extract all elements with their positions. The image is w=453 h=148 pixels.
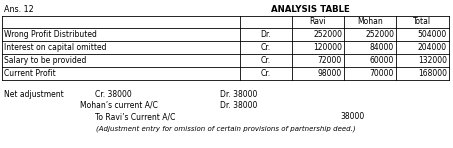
Text: Salary to be provided: Salary to be provided xyxy=(4,56,87,65)
Text: ANALYSIS TABLE: ANALYSIS TABLE xyxy=(270,5,349,14)
Text: 70000: 70000 xyxy=(370,69,394,78)
Text: 132000: 132000 xyxy=(418,56,447,65)
Text: Ans. 12: Ans. 12 xyxy=(4,5,34,14)
Text: 168000: 168000 xyxy=(418,69,447,78)
Text: (Adjustment entry for omission of certain provisions of partnership deed.): (Adjustment entry for omission of certai… xyxy=(96,125,356,132)
Text: Cr. 38000: Cr. 38000 xyxy=(95,90,132,99)
Text: Cr.: Cr. xyxy=(261,43,271,52)
Text: Mohan’s current A/C: Mohan’s current A/C xyxy=(80,101,158,110)
Text: 60000: 60000 xyxy=(370,56,394,65)
Text: Cr.: Cr. xyxy=(261,69,271,78)
Text: Total: Total xyxy=(414,17,432,26)
Text: 252000: 252000 xyxy=(365,30,394,39)
Text: To Ravi’s Current A/C: To Ravi’s Current A/C xyxy=(95,112,175,121)
Text: 252000: 252000 xyxy=(313,30,342,39)
Text: Ravi: Ravi xyxy=(309,17,326,26)
Text: 204000: 204000 xyxy=(418,43,447,52)
Text: Dr. 38000: Dr. 38000 xyxy=(220,101,257,110)
Text: 98000: 98000 xyxy=(318,69,342,78)
Text: Cr.: Cr. xyxy=(261,56,271,65)
Text: Current Profit: Current Profit xyxy=(4,69,56,78)
Text: Mohan: Mohan xyxy=(357,17,383,26)
Text: Wrong Profit Distributed: Wrong Profit Distributed xyxy=(4,30,97,39)
Text: Dr.: Dr. xyxy=(260,30,271,39)
Text: Net adjustment: Net adjustment xyxy=(4,90,64,99)
Text: 38000: 38000 xyxy=(340,112,364,121)
Text: Dr. 38000: Dr. 38000 xyxy=(220,90,257,99)
Text: 72000: 72000 xyxy=(318,56,342,65)
Text: 504000: 504000 xyxy=(418,30,447,39)
Text: 120000: 120000 xyxy=(313,43,342,52)
Text: Interest on capital omitted: Interest on capital omitted xyxy=(4,43,106,52)
Text: 84000: 84000 xyxy=(370,43,394,52)
